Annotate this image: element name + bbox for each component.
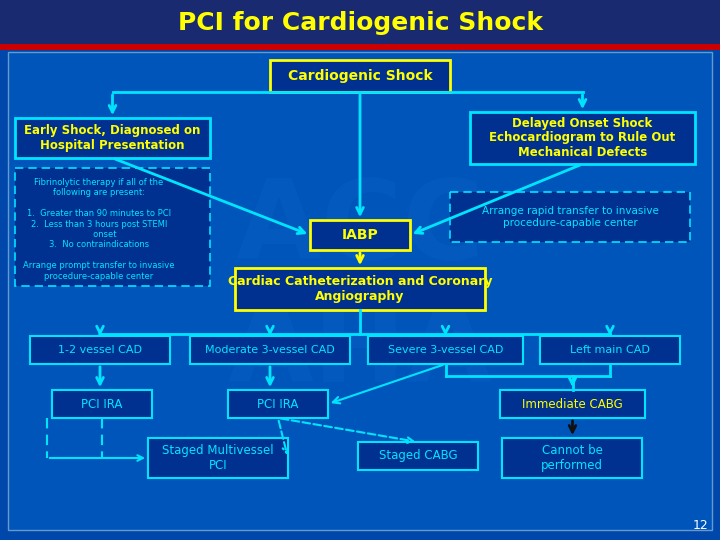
Text: PCI IRA: PCI IRA xyxy=(81,397,122,410)
Text: Severe 3-vessel CAD: Severe 3-vessel CAD xyxy=(388,345,503,355)
Bar xyxy=(228,390,328,418)
Bar xyxy=(235,268,485,310)
Bar xyxy=(450,192,690,242)
Bar xyxy=(8,52,712,530)
Bar xyxy=(368,336,523,364)
Bar xyxy=(0,44,720,50)
Bar xyxy=(190,336,350,364)
Bar xyxy=(15,118,210,158)
Bar xyxy=(540,336,680,364)
Bar xyxy=(500,390,645,418)
Text: IABP: IABP xyxy=(341,228,379,242)
Text: Delayed Onset Shock
Echocardiogram to Rule Out
Mechanical Defects: Delayed Onset Shock Echocardiogram to Ru… xyxy=(490,117,675,159)
Text: Moderate 3-vessel CAD: Moderate 3-vessel CAD xyxy=(205,345,335,355)
Text: Cardiac Catheterization and Coronary
Angiography: Cardiac Catheterization and Coronary Ang… xyxy=(228,275,492,303)
Text: Staged CABG: Staged CABG xyxy=(379,449,457,462)
Text: Arrange rapid transfer to invasive
procedure-capable center: Arrange rapid transfer to invasive proce… xyxy=(482,206,658,228)
Bar xyxy=(358,442,478,470)
Text: 1-2 vessel CAD: 1-2 vessel CAD xyxy=(58,345,142,355)
Bar xyxy=(270,60,450,92)
Bar xyxy=(502,438,642,478)
Bar xyxy=(148,438,288,478)
Text: Fibrinolytic therapy if all of the
following are present:

1.  Greater than 90 m: Fibrinolytic therapy if all of the follo… xyxy=(23,178,174,281)
Bar xyxy=(30,336,170,364)
Text: Cardiogenic Shock: Cardiogenic Shock xyxy=(288,69,432,83)
Bar xyxy=(310,220,410,250)
Bar xyxy=(15,168,210,286)
Text: 12: 12 xyxy=(692,519,708,532)
Text: PCI IRA: PCI IRA xyxy=(257,397,299,410)
Text: Early Shock, Diagnosed on
Hospital Presentation: Early Shock, Diagnosed on Hospital Prese… xyxy=(24,124,201,152)
Text: Left main CAD: Left main CAD xyxy=(570,345,650,355)
Text: PCI for Cardiogenic Shock: PCI for Cardiogenic Shock xyxy=(178,11,542,35)
Text: Staged Multivessel
PCI: Staged Multivessel PCI xyxy=(162,444,274,472)
Text: ACC
AHA: ACC AHA xyxy=(228,174,492,406)
Bar xyxy=(52,390,152,418)
Text: Cannot be
performed: Cannot be performed xyxy=(541,444,603,472)
Bar xyxy=(470,112,695,164)
Text: Immediate CABG: Immediate CABG xyxy=(522,397,623,410)
Bar xyxy=(0,0,720,46)
